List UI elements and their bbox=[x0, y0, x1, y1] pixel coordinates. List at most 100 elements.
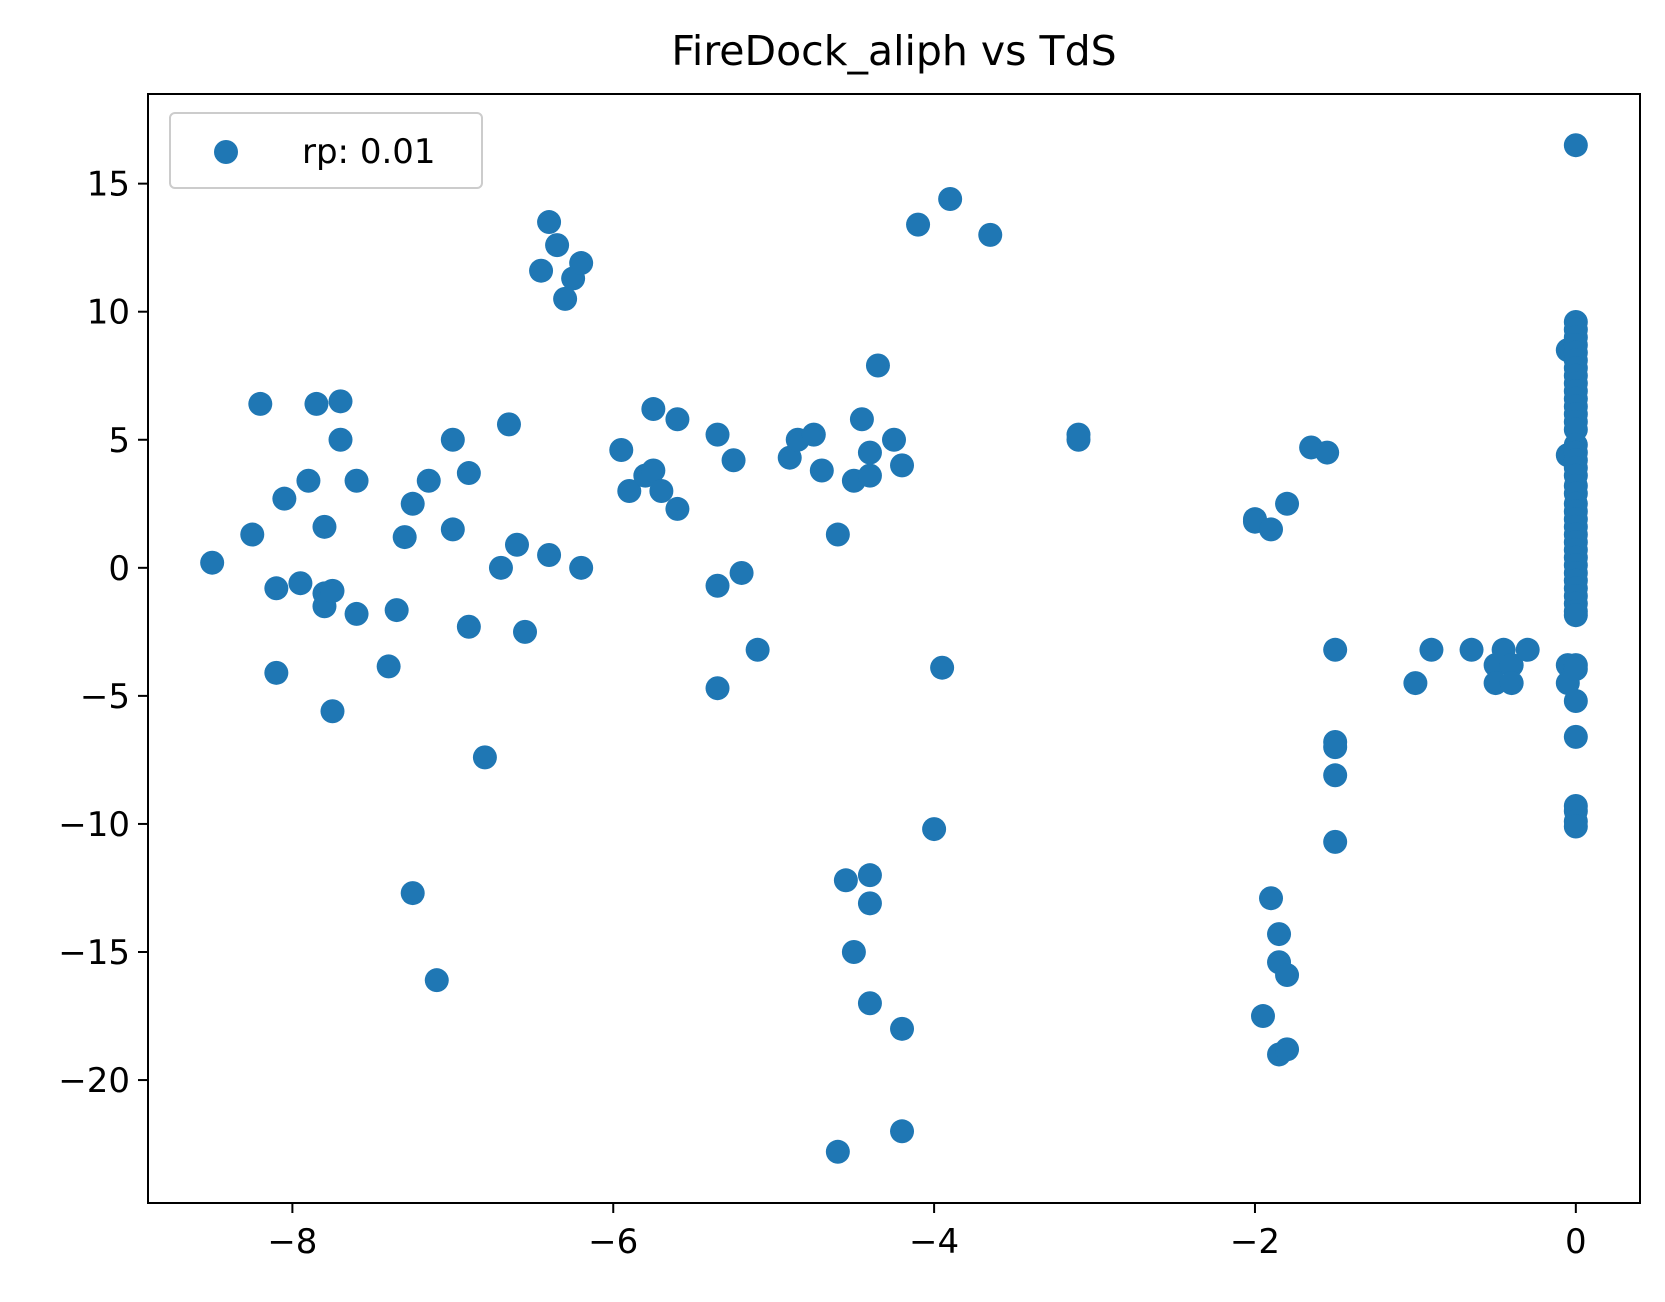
x-tick-label: −8 bbox=[267, 1222, 317, 1262]
data-point bbox=[248, 391, 273, 416]
data-point bbox=[641, 397, 666, 422]
data-point bbox=[504, 532, 529, 557]
data-point bbox=[665, 407, 690, 432]
data-point bbox=[890, 453, 915, 478]
data-point bbox=[1459, 637, 1484, 662]
data-point bbox=[1323, 763, 1348, 788]
data-point bbox=[665, 496, 690, 521]
data-point bbox=[825, 1139, 850, 1164]
data-point bbox=[272, 486, 297, 511]
data-point bbox=[1259, 886, 1284, 911]
x-tick-label: −6 bbox=[588, 1222, 638, 1262]
data-point bbox=[705, 676, 730, 701]
plot-area-frame bbox=[147, 93, 1641, 1204]
data-point bbox=[384, 598, 409, 623]
data-point bbox=[841, 940, 866, 965]
data-point bbox=[1323, 637, 1348, 662]
legend: rp: 0.01 bbox=[169, 112, 483, 189]
data-point bbox=[400, 881, 425, 906]
chart-title: FireDock_aliph vs TdS bbox=[671, 27, 1116, 75]
data-point bbox=[890, 1119, 915, 1144]
data-point bbox=[1563, 656, 1588, 681]
y-tick-label: −5 bbox=[80, 677, 130, 717]
data-point bbox=[1515, 637, 1540, 662]
data-point bbox=[745, 637, 770, 662]
data-point bbox=[344, 601, 369, 626]
legend-box bbox=[169, 112, 483, 189]
y-tick-label: 5 bbox=[108, 421, 130, 461]
y-tick-label: −20 bbox=[58, 1061, 130, 1101]
y-tick-label: −15 bbox=[58, 933, 130, 973]
data-point bbox=[569, 251, 594, 276]
data-point bbox=[1250, 1004, 1275, 1029]
data-point bbox=[400, 491, 425, 516]
data-point bbox=[416, 468, 441, 493]
data-point bbox=[729, 560, 754, 585]
data-point bbox=[857, 891, 882, 916]
data-point bbox=[978, 222, 1003, 247]
data-point bbox=[890, 1016, 915, 1041]
x-tick-label: −4 bbox=[909, 1222, 959, 1262]
x-axis: −8 −6 −4 −2 0 bbox=[267, 1203, 1587, 1262]
data-point bbox=[537, 210, 562, 235]
data-point bbox=[1275, 1037, 1300, 1062]
data-point bbox=[1275, 491, 1300, 516]
data-point bbox=[424, 968, 449, 993]
data-point bbox=[344, 468, 369, 493]
legend-label: rp: 0.01 bbox=[302, 132, 436, 172]
legend-marker bbox=[214, 140, 238, 164]
data-point bbox=[440, 517, 465, 542]
data-point bbox=[809, 458, 834, 483]
data-point bbox=[857, 991, 882, 1016]
data-point bbox=[922, 817, 947, 842]
data-point bbox=[825, 522, 850, 547]
data-point bbox=[1563, 814, 1588, 839]
data-point bbox=[392, 525, 417, 550]
data-points bbox=[200, 133, 1588, 1164]
data-point bbox=[320, 578, 345, 603]
data-point bbox=[1259, 517, 1284, 542]
data-point bbox=[721, 448, 746, 473]
data-point bbox=[1323, 735, 1348, 760]
y-tick-label: 15 bbox=[87, 165, 130, 205]
data-point bbox=[288, 571, 313, 596]
data-point bbox=[472, 745, 497, 770]
data-point bbox=[545, 233, 570, 258]
x-tick-label: −2 bbox=[1230, 1222, 1280, 1262]
data-point bbox=[1267, 922, 1292, 947]
data-point bbox=[857, 463, 882, 488]
data-point bbox=[649, 478, 674, 503]
data-point bbox=[376, 654, 401, 679]
data-point bbox=[312, 514, 337, 539]
data-point bbox=[320, 699, 345, 724]
data-point bbox=[641, 458, 666, 483]
data-point bbox=[1323, 829, 1348, 854]
y-tick-label: 0 bbox=[108, 549, 130, 589]
y-tick-label: 10 bbox=[87, 293, 130, 333]
data-point bbox=[1315, 440, 1340, 465]
data-point bbox=[609, 438, 634, 463]
data-point bbox=[264, 576, 289, 601]
data-point bbox=[328, 427, 353, 452]
data-point bbox=[1419, 637, 1444, 662]
data-point bbox=[1563, 133, 1588, 158]
data-point bbox=[488, 555, 513, 580]
data-point bbox=[865, 353, 890, 378]
data-point bbox=[296, 468, 321, 493]
data-point bbox=[440, 427, 465, 452]
data-point bbox=[617, 478, 642, 503]
data-point bbox=[1563, 603, 1588, 628]
data-point bbox=[1403, 671, 1428, 696]
y-axis: −20 −15 −10 −5 0 5 10 15 bbox=[58, 165, 148, 1101]
data-point bbox=[801, 422, 826, 447]
data-point bbox=[304, 391, 329, 416]
data-point bbox=[906, 212, 931, 237]
data-point bbox=[938, 187, 963, 212]
data-point bbox=[1563, 689, 1588, 714]
x-tick-label: 0 bbox=[1565, 1222, 1587, 1262]
data-point bbox=[833, 868, 858, 893]
data-point bbox=[328, 389, 353, 414]
data-point bbox=[264, 660, 289, 685]
